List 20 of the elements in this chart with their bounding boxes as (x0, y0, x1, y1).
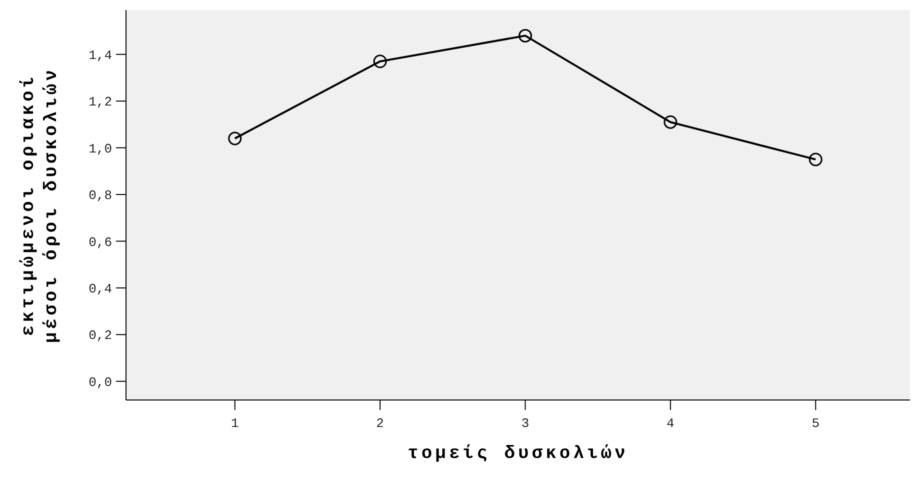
y-axis-title: εκτιμώμενοι οριακοί μέσοι όροι δυσκολιών (19, 66, 62, 344)
point (228, 132, 242, 146)
x-tick-label: 4 (666, 416, 675, 432)
point (373, 54, 387, 68)
y-tick-label: 0,4 (88, 282, 112, 297)
point (518, 28, 532, 42)
y-tick-label: 1,4 (88, 48, 112, 63)
y-tick-label: 0,6 (88, 234, 112, 250)
y-tick-label: 0,8 (88, 188, 112, 204)
x-tick-label: 1 (230, 416, 239, 432)
point (808, 152, 822, 166)
x-axis-title: τομείς δυσκολιών (408, 444, 628, 464)
x-tick-label: 5 (812, 416, 820, 432)
y-tick-label: 0,2 (88, 328, 112, 344)
y-tick-label: 1,0 (88, 141, 112, 156)
x-tick-label: 3 (521, 416, 530, 432)
y-tick-label: 1,2 (88, 94, 112, 110)
x-tick-label: 2 (376, 416, 384, 432)
point (664, 115, 678, 129)
y-tick-label: 0,0 (88, 374, 112, 390)
